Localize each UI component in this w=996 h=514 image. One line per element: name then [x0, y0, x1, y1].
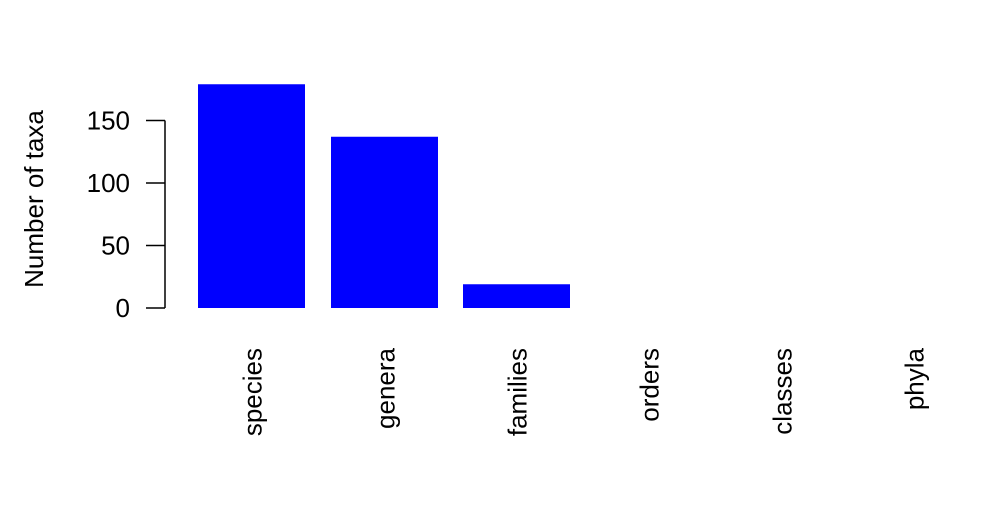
x-tick-label: orders: [635, 348, 665, 422]
x-tick-label: classes: [768, 348, 798, 435]
bar-species: [198, 84, 305, 308]
x-axis-labels: species genera families orders classes phyla: [238, 347, 930, 436]
y-tick-label: 150: [87, 106, 130, 136]
y-axis-label: Number of taxa: [19, 110, 49, 288]
bars: [198, 84, 570, 308]
bar-genera: [331, 136, 438, 308]
x-tick-label: families: [503, 348, 533, 436]
y-tick-label: 50: [101, 231, 130, 261]
bar-families: [463, 284, 570, 308]
y-axis: 0 50 100 150: [87, 106, 166, 323]
x-tick-label: species: [238, 348, 268, 436]
x-tick-label: phyla: [900, 347, 930, 410]
y-tick-label: 100: [87, 168, 130, 198]
y-tick-label: 0: [116, 293, 130, 323]
x-tick-label: genera: [371, 347, 401, 428]
